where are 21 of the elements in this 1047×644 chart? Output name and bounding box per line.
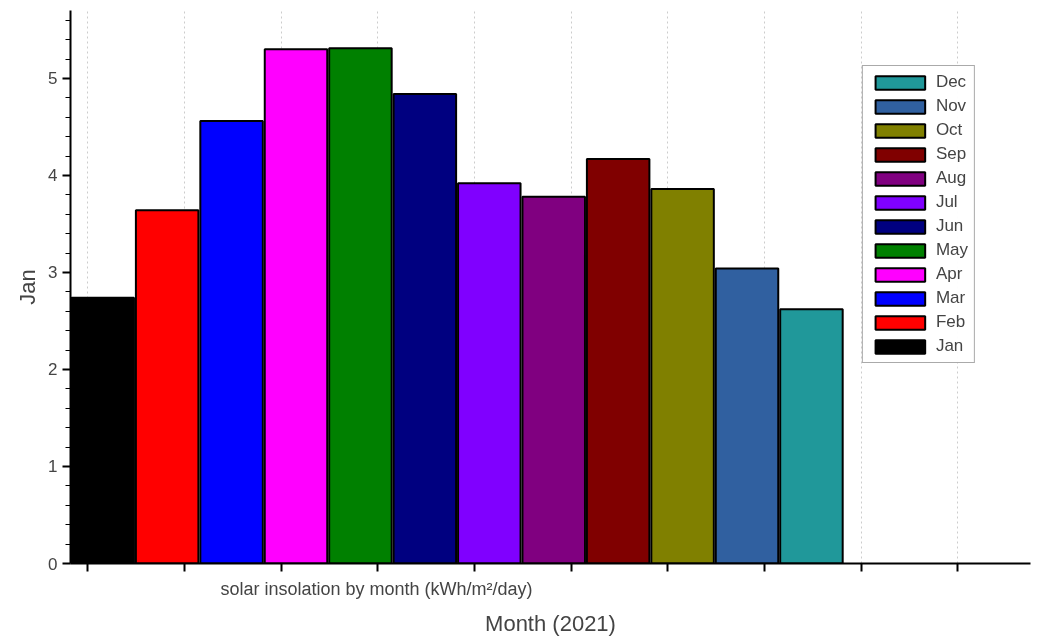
legend-label: Aug (935, 168, 967, 188)
x-axis-title: Month (2021) (485, 610, 616, 636)
y-tick-label: 2 (48, 360, 58, 380)
legend-label: Sep (935, 144, 967, 164)
y-tick-label: 3 (48, 263, 58, 283)
legend-label: Oct (935, 120, 963, 140)
legend-label: Feb (935, 312, 966, 332)
legend-label: May (935, 240, 968, 260)
y-tick-label: 4 (48, 166, 58, 186)
legend-label: Apr (935, 264, 963, 284)
legend-label: Nov (935, 96, 967, 116)
y-tick-label: 1 (48, 457, 58, 477)
y-tick-label: 0 (48, 554, 58, 574)
legend-label: Jan (935, 336, 964, 356)
y-axis-title: Jan (15, 269, 41, 305)
text: solar insolation by month (kWh/m²/day) (220, 578, 533, 599)
y-tick-label: 5 (48, 69, 58, 89)
legend-label: Jul (935, 192, 958, 212)
legend-label: Jun (935, 216, 964, 236)
legend-label: Dec (935, 72, 967, 92)
legend-label: Mar (935, 288, 966, 308)
